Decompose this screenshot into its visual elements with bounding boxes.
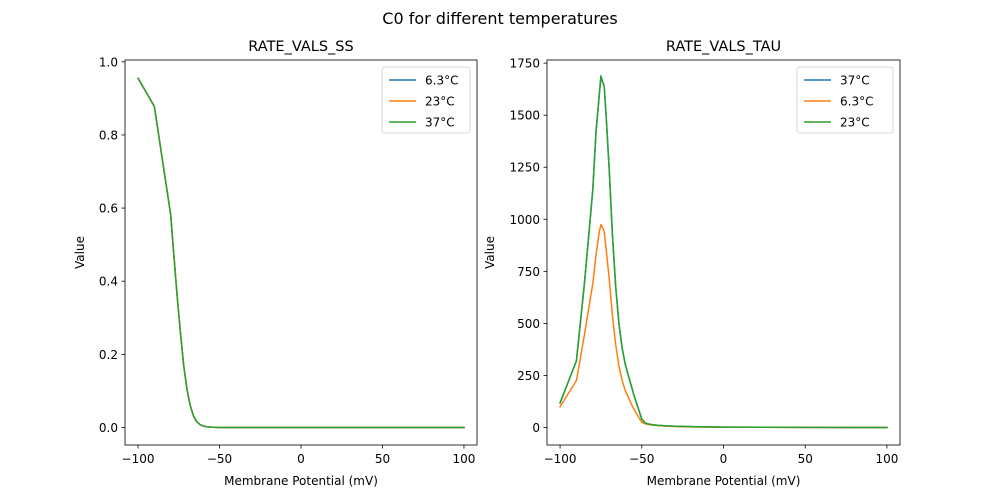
x-tick-label: −50: [629, 452, 654, 466]
series-group: [559, 75, 888, 429]
chart-title: RATE_VALS_TAU: [666, 39, 781, 55]
chart-1: −100 −50 0 50 10002505007501000125015001750R…: [483, 39, 901, 488]
y-tick-label: 1000: [509, 213, 540, 227]
series-line-2: [559, 75, 888, 429]
x-tick-label: 100: [875, 452, 898, 466]
y-tick-label: 0.2: [99, 348, 118, 362]
y-tick-label: 0.0: [99, 421, 118, 435]
y-tick-label: 750: [517, 265, 540, 279]
x-tick-label: 50: [375, 452, 390, 466]
x-tick-label: −100: [122, 452, 155, 466]
series-line-1: [559, 223, 888, 429]
series-line-2: [137, 77, 465, 429]
x-axis-label: Membrane Potential (mV): [224, 474, 378, 488]
y-tick-label: 250: [517, 369, 540, 383]
y-tick-label: 1250: [509, 161, 540, 175]
legend-label: 6.3°C: [840, 95, 873, 109]
x-axis-label: Membrane Potential (mV): [647, 474, 801, 488]
legend-box: [796, 66, 894, 134]
legend-label: 6.3°C: [425, 74, 458, 88]
series-group: [137, 77, 465, 429]
y-axis-label: Value: [483, 236, 497, 269]
legend-box: [381, 66, 471, 134]
x-tick-label: −100: [544, 452, 577, 466]
figure-suptitle: C0 for different temperatures: [382, 9, 617, 28]
y-axis-label: Value: [73, 236, 87, 269]
legend-label: 23°C: [425, 95, 455, 109]
y-tick-label: 0.8: [99, 128, 118, 142]
chart-0: −100 −50 0 50 100 0.0 0.2 0.4 0.6 0.8 1.0 RATE_VALS…: [73, 39, 478, 488]
y-tick-label: 1.0: [99, 55, 118, 69]
y-tick-label: 1500: [509, 109, 540, 123]
legend: 6.3°C 23°C 37°C: [381, 66, 471, 134]
legend: 37°C 6.3°C 23°C: [796, 66, 894, 134]
x-tick-label: 50: [798, 452, 813, 466]
x-tick-label: 0: [297, 452, 305, 466]
y-tick-label: 0: [532, 421, 540, 435]
legend-label: 37°C: [425, 116, 455, 130]
y-tick-label: 0.6: [99, 202, 118, 216]
legend-label: 23°C: [840, 116, 870, 130]
y-tick-label: 0.4: [99, 275, 118, 289]
legend-label: 37°C: [840, 74, 870, 88]
y-tick-label: 1750: [509, 57, 540, 71]
plots-container: −100 −50 0 50 100 0.0 0.2 0.4 0.6 0.8 1.0 RATE_VALS…: [73, 39, 901, 488]
x-tick-label: 0: [720, 452, 728, 466]
x-tick-label: 100: [453, 452, 476, 466]
chart-title: RATE_VALS_SS: [248, 39, 353, 55]
y-tick-label: 500: [517, 317, 540, 331]
x-tick-label: −50: [207, 452, 232, 466]
